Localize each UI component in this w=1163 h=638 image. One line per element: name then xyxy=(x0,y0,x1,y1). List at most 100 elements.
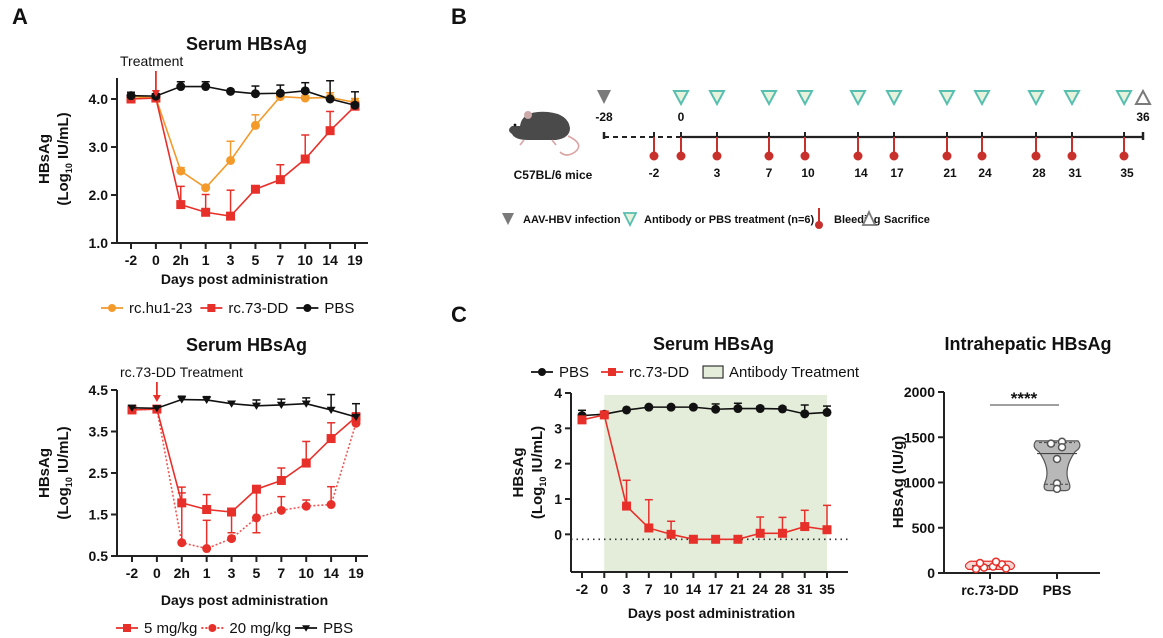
data-point xyxy=(777,404,787,414)
bleeding-day-label: 3 xyxy=(714,166,721,180)
infection-day-label: -28 xyxy=(595,110,613,124)
bleeding-day-label: 10 xyxy=(801,166,815,180)
data-point xyxy=(176,166,186,176)
x-tick-label: rc.73-DD xyxy=(961,582,1019,598)
x-tick-label: 35 xyxy=(819,581,835,597)
data-point xyxy=(250,120,260,130)
legend-label: rc.73-DD xyxy=(629,364,689,381)
y-axis-label: HBsAg xyxy=(510,447,527,497)
data-point xyxy=(127,404,137,412)
mouse-tail xyxy=(559,135,580,156)
data-point xyxy=(350,100,360,110)
data-point xyxy=(227,507,237,517)
series-5-mg-kg xyxy=(127,404,361,534)
y-unit-subscript: 10 xyxy=(64,477,74,487)
legend-marker xyxy=(208,624,217,632)
data-point xyxy=(152,405,162,413)
legend-item: rc.73-DD xyxy=(200,300,289,317)
x-tick-label: 0 xyxy=(153,565,161,581)
sacrifice-legend-icon xyxy=(861,209,877,226)
treatment-annotation: rc.73-DD Treatment xyxy=(120,364,243,380)
y-axis-unit-label: (Log10 IU/mL) xyxy=(55,426,74,519)
y-unit-subscript: 10 xyxy=(64,163,74,173)
legend-marker xyxy=(108,304,116,312)
y-tick-label: 1 xyxy=(554,491,562,507)
infection-legend-icon xyxy=(502,213,514,225)
data-point xyxy=(201,183,211,193)
data-point xyxy=(622,501,632,511)
legend-item: Antibody Treatment xyxy=(702,364,860,381)
bleeding-day-label: 24 xyxy=(978,166,992,180)
data-point xyxy=(226,155,236,165)
data-point xyxy=(733,534,743,544)
data-point xyxy=(1057,442,1067,452)
legend-label: rc.hu1-23 xyxy=(129,300,192,317)
y-tick-label: 1.0 xyxy=(89,235,109,251)
data-point xyxy=(666,529,676,539)
y-unit-part: IU/mL) xyxy=(55,426,72,477)
experiment-timeline: C57BL/6 mice -28 0 36 -2 3 7 10 14 17 21 24 28 31 35 AA… xyxy=(502,88,1152,229)
data-point xyxy=(822,407,832,417)
data-point xyxy=(644,402,654,412)
data-point xyxy=(1052,484,1062,494)
series-line xyxy=(130,97,356,217)
data-point xyxy=(822,525,832,535)
x-tick-label: 10 xyxy=(663,581,679,597)
y-unit-part: IU/mL) xyxy=(529,426,546,477)
bleeding-marker-icon xyxy=(676,151,686,161)
data-point xyxy=(202,544,212,554)
x-tick-label: 7 xyxy=(276,252,284,268)
x-tick-label: 1 xyxy=(203,565,211,581)
treatment-marker-icon xyxy=(849,90,867,107)
chart-title: Serum HBsAg xyxy=(186,335,307,355)
treatment-marker-icon xyxy=(938,90,956,107)
treatment-legend-label: Antibody or PBS treatment (n=6) xyxy=(644,214,815,226)
data-point xyxy=(177,538,187,548)
series-pbs xyxy=(127,393,361,422)
data-point xyxy=(202,505,212,515)
legend-label: PBS xyxy=(324,300,354,317)
y-axis-unit-label: (Log10 IU/mL) xyxy=(55,112,74,205)
data-point xyxy=(991,557,1001,566)
data-point xyxy=(226,86,236,96)
legend-item: 20 mg/kg xyxy=(201,620,291,637)
shaded-region xyxy=(604,395,827,572)
bleeding-marker-icon xyxy=(977,151,987,161)
y-axis-label: HBsAg xyxy=(36,134,53,184)
data-point xyxy=(201,82,211,92)
data-point xyxy=(688,402,698,412)
data-point xyxy=(644,523,654,533)
x-tick-label: 24 xyxy=(752,581,768,597)
x-tick-label: 21 xyxy=(730,581,746,597)
bleeding-day-label: 17 xyxy=(890,166,904,180)
treatment-marker-icon xyxy=(708,90,726,107)
bleeding-marker-icon xyxy=(712,151,722,161)
mouse-ear xyxy=(524,111,532,119)
legend-label: PBS xyxy=(323,620,353,637)
treatment-marker-icon xyxy=(796,90,814,107)
data-point xyxy=(250,89,260,99)
y-axis-label: HBsAg (IU/g) xyxy=(890,436,907,529)
series-line xyxy=(131,408,357,513)
start-day-label: 0 xyxy=(678,110,685,124)
x-tick-label: 17 xyxy=(708,581,724,597)
legend-marker xyxy=(538,368,546,376)
y-tick-label: 3.5 xyxy=(89,424,109,440)
treatment-marker-icon xyxy=(885,90,903,107)
x-tick-label: 14 xyxy=(323,565,339,581)
bleeding-legend-icon xyxy=(815,221,823,229)
x-axis-label: Days post administration xyxy=(628,605,795,621)
timeline-legend: AAV-HBV infection Antibody or PBS treatme… xyxy=(502,208,930,229)
bleeding-marker-icon xyxy=(1031,151,1041,161)
data-point xyxy=(275,88,285,98)
x-tick-label: 0 xyxy=(600,581,608,597)
data-point xyxy=(300,154,310,164)
data-point xyxy=(250,184,260,194)
legend-item: 5 mg/kg xyxy=(116,620,197,637)
treatment-marker-icon xyxy=(760,90,778,107)
panel-label-c: C xyxy=(451,302,467,327)
data-point xyxy=(276,475,286,485)
data-point xyxy=(176,200,186,210)
y-tick-label: 2.5 xyxy=(89,465,109,481)
series-rc-hu1-23 xyxy=(126,92,360,193)
